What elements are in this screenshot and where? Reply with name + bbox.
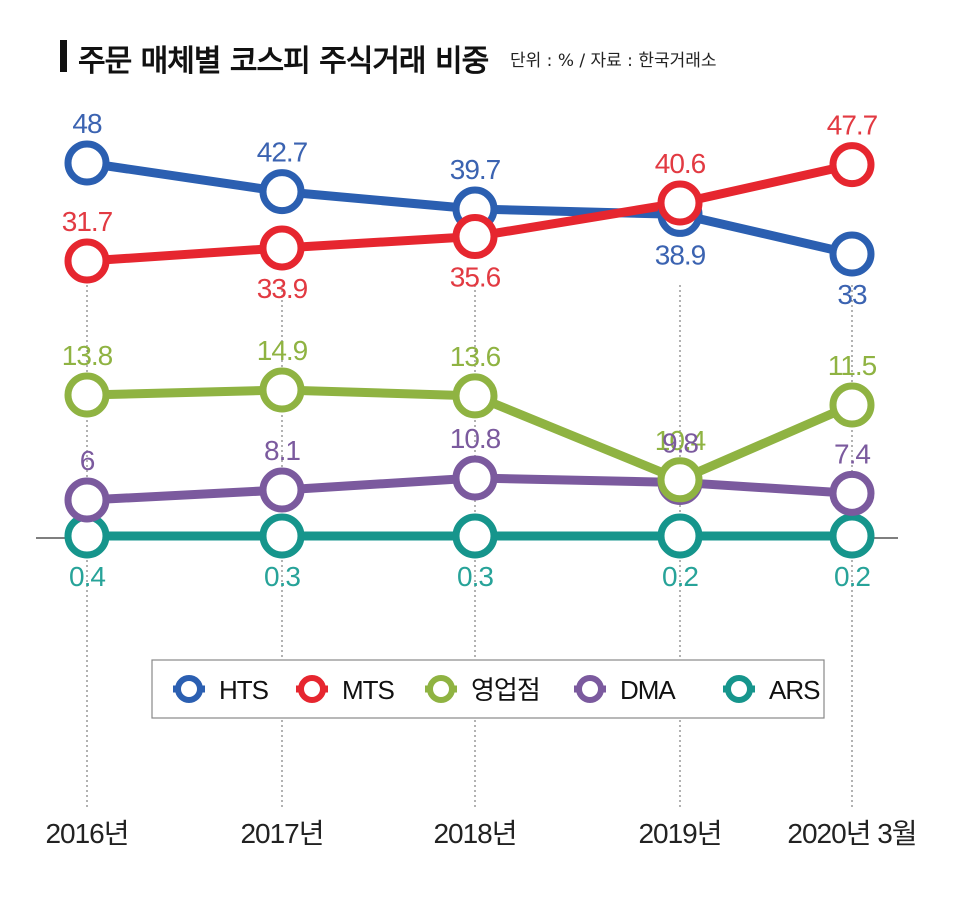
x-tick-label: 2017년 (240, 818, 323, 849)
data-point (657, 513, 703, 559)
data-point (452, 373, 498, 419)
data-point (259, 467, 305, 513)
data-point (657, 457, 703, 503)
legend-frame (151, 659, 825, 719)
legend: HTS MTS 영업점 DMA ARS (151, 659, 825, 719)
x-tick-label: 2018년 (433, 818, 516, 849)
data-point (259, 169, 305, 215)
data-label: 31.7 (62, 206, 113, 237)
data-label: 33 (837, 279, 867, 310)
x-tick-label: 2016년 (45, 818, 128, 849)
data-point (64, 140, 110, 186)
data-label: 42.7 (257, 137, 308, 168)
data-point (657, 180, 703, 226)
data-label: 14.9 (257, 335, 308, 366)
data-label: 48 (72, 108, 102, 139)
legend-label: DMA (620, 675, 676, 705)
title-bar (60, 40, 67, 72)
data-point (64, 238, 110, 284)
data-label: 9.8 (662, 427, 698, 458)
data-label: 10.8 (450, 423, 501, 454)
legend-swatch-marker (298, 675, 326, 703)
data-label: 7.4 (834, 438, 870, 469)
data-point (829, 142, 875, 188)
source-note: 단위 : % / 자료 : 한국거래소 (510, 51, 717, 71)
data-point (452, 214, 498, 260)
data-point (64, 513, 110, 559)
data-point (829, 470, 875, 516)
data-label: 11.5 (828, 350, 877, 381)
data-label: 10.4 (655, 425, 706, 456)
data-label: 0.4 (69, 561, 105, 592)
data-point (64, 477, 110, 523)
data-label: 0.3 (457, 561, 493, 592)
data-point (259, 225, 305, 271)
data-point (829, 382, 875, 428)
data-label: 39.7 (450, 154, 501, 185)
data-label: 13.6 (450, 341, 501, 372)
legend-swatch-marker (576, 675, 604, 703)
data-label: 35.6 (450, 262, 501, 293)
data-point (829, 231, 875, 277)
legend-label: ARS (769, 675, 820, 705)
data-point (452, 455, 498, 501)
data-point (259, 367, 305, 413)
data-point (452, 513, 498, 559)
data-point (259, 513, 305, 559)
data-label: 8.1 (264, 435, 300, 466)
data-label: 33.9 (257, 273, 308, 304)
data-label: 0.3 (264, 561, 300, 592)
data-label: 47.7 (827, 110, 878, 141)
data-point (829, 513, 875, 559)
data-label: 6 (80, 445, 95, 476)
legend-swatch-marker (175, 675, 203, 703)
chart-title: 주문 매체별 코스피 주식거래 비중 (78, 44, 489, 79)
data-label: 0.2 (834, 561, 870, 592)
data-label: 0.2 (662, 561, 698, 592)
data-label: 13.8 (62, 340, 113, 371)
x-tick-label: 2019년 (638, 818, 721, 849)
legend-swatch-marker (725, 675, 753, 703)
legend-swatch-marker (427, 675, 455, 703)
data-label: 40.6 (655, 148, 706, 179)
x-tick-label: 2020년 3월 (787, 818, 916, 849)
data-point (64, 372, 110, 418)
legend-label: HTS (219, 675, 269, 705)
data-label: 38.9 (655, 239, 706, 270)
legend-label: MTS (342, 675, 395, 705)
legend-label: 영업점 (471, 675, 540, 705)
